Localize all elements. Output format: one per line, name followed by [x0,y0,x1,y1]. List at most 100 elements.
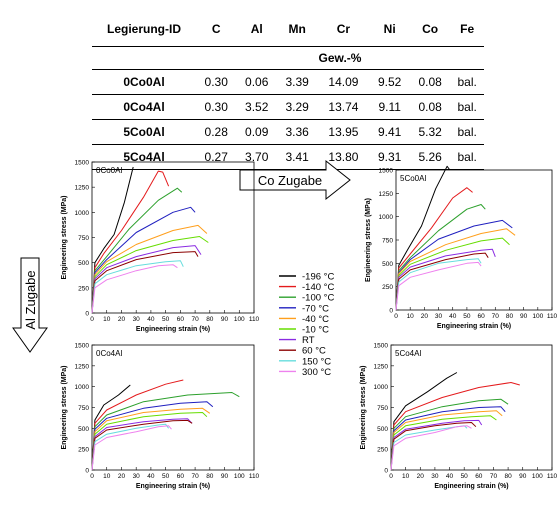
table-cell: 5.32 [409,119,451,145]
series-line [91,187,183,314]
x-tick-label: 0 [389,473,393,480]
y-tick-label: 0 [389,308,393,315]
table-cell: bal. [450,144,484,170]
x-tick-label: 100 [234,473,245,480]
x-tick-label: 30 [435,313,443,320]
series-line [91,236,209,314]
alloy-id: 0Co0Al [92,69,196,95]
legend-entry: 300 °C [302,367,331,378]
y-tick-label: 500 [78,426,89,433]
co-addition-arrow: Co Zugabe [239,159,351,201]
series-line [91,412,208,471]
arrow-down-icon [12,257,48,353]
series-line [91,251,199,314]
x-axis-label: Engineering strain (%) [136,326,210,333]
table-cell: 3.52 [236,94,277,120]
table-cell: 5.26 [409,144,451,170]
table-cell: 3.41 [276,144,318,170]
x-tick-label: 80 [506,313,514,320]
y-tick-label: 1000 [75,384,90,391]
table-cell: 3.36 [276,119,318,145]
series-line [390,422,477,471]
table-row: 5Co0Al 0.28 0.09 3.36 13.95 9.41 5.32 ba… [92,119,484,145]
col-header: Cr [336,22,351,36]
x-tick-label: 30 [431,473,439,480]
series-line [390,382,520,471]
legend-entry: -40 °C [302,314,329,325]
series-line [91,166,134,314]
legend-entry: -100 °C [302,293,334,304]
x-tick-label: 0 [90,316,94,323]
x-tick-label: 50 [463,313,471,320]
chart-panel: 5Co0Al 0 10 20 30 40 50 60 70 80 90 100 110 0 250 500 75… [365,165,558,330]
series-line [390,425,472,471]
table-cell: 13.80 [317,144,370,170]
x-tick-label: 40 [147,473,155,480]
series-line [390,406,506,471]
x-tick-label: 100 [234,316,245,323]
table-cell: 3.70 [236,144,277,170]
y-tick-label: 0 [85,311,89,318]
x-tick-label: 80 [504,473,512,480]
table-row: 5Co4Al 0.27 3.70 3.41 13.80 9.31 5.26 ba… [92,144,484,170]
legend-entry: -196 °C [302,272,334,283]
col-header: Al [250,22,263,36]
x-tick-label: 110 [547,313,558,320]
series-line [91,206,196,314]
y-axis-label: Engineering stress (MPa) [360,365,367,449]
y-tick-label: 750 [78,235,89,242]
table-cell: bal. [450,119,484,145]
y-tick-label: 500 [78,260,89,267]
chart-title: 5Co0Al [400,174,426,183]
table-cell: 0.30 [196,69,237,95]
table-cell: 0.08 [409,69,451,95]
series-line [395,204,486,311]
y-tick-label: 750 [382,238,393,245]
x-tick-label: 80 [206,316,214,323]
series-line [91,264,178,314]
x-tick-label: 20 [118,316,126,323]
x-tick-label: 30 [133,316,141,323]
y-axis-label: Engineering stress (MPa) [61,195,68,279]
legend-entry: -140 °C [302,282,334,293]
x-tick-label: 60 [177,473,185,480]
series-line [395,228,516,311]
x-tick-label: 0 [394,313,398,320]
legend: -196 °C-140 °C-100 °C-70 °C-40 °C-10 °CR… [279,272,334,378]
table-cell: 9.31 [369,144,410,170]
x-tick-label: 50 [162,473,170,480]
series-line [91,418,193,471]
chart-panel: 0Co0Al 0 10 20 30 40 50 60 70 80 90 100 110 0 250 500 75… [61,160,260,334]
series-line [91,224,208,314]
x-tick-label: 40 [449,313,457,320]
x-tick-label: 110 [547,473,558,480]
series-line [395,219,513,311]
x-axis-label: Engineering strain (%) [136,483,210,490]
chart-panel: 5Co4Al 0 10 20 30 40 50 60 70 80 90 100 110 0 250 500 75… [360,343,558,491]
y-tick-label: 1500 [75,343,90,350]
x-tick-label: 90 [221,473,229,480]
series-line [91,260,184,314]
y-tick-label: 250 [377,447,388,454]
y-axis-label: Engineering stress (MPa) [61,365,68,449]
table-header-row: Legierung-ID C Al Mn Cr Ni Co Fe [92,12,484,47]
x-tick-label: 100 [532,313,543,320]
y-axis-label: Engineering stress (MPa) [365,198,372,282]
series-line [91,245,202,314]
alloy-id: 0Co4Al [92,94,196,120]
y-tick-label: 1250 [374,363,389,370]
x-tick-label: 10 [103,473,111,480]
x-tick-label: 80 [206,473,214,480]
series-line [395,187,473,311]
x-axis-label: Engineering strain (%) [437,323,511,330]
col-header: Ni [383,22,396,36]
x-tick-label: 20 [118,473,126,480]
x-tick-label: 10 [103,316,111,323]
series-line [390,419,483,471]
unit-label: Gew.-% [196,46,484,70]
legend-entry: -70 °C [302,303,329,314]
table-cell: 0.28 [196,119,237,145]
y-tick-label: 1000 [374,384,389,391]
y-tick-label: 1250 [75,185,90,192]
x-tick-label: 10 [407,313,415,320]
